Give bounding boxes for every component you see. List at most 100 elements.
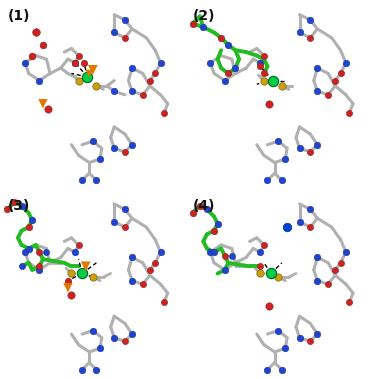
Point [347, 110, 352, 116]
Point [279, 177, 285, 183]
Point [233, 65, 239, 71]
Point [225, 70, 231, 77]
Point [93, 367, 99, 373]
Point [122, 149, 128, 155]
Point [343, 60, 349, 66]
Point [200, 24, 206, 30]
Point [158, 249, 164, 255]
Point [90, 274, 96, 280]
Point [204, 206, 210, 212]
Point [79, 177, 85, 183]
Point [282, 345, 288, 351]
Point [122, 206, 128, 212]
Point [19, 203, 24, 209]
Point [314, 142, 320, 148]
Point [222, 267, 228, 273]
Point [314, 277, 320, 283]
Point [111, 145, 117, 151]
Point [22, 60, 28, 66]
Point [147, 267, 153, 273]
Point [152, 70, 158, 77]
Point [43, 249, 49, 255]
Point [332, 78, 338, 84]
Point [275, 327, 281, 334]
Point [275, 138, 281, 144]
Point [211, 249, 217, 255]
Point [158, 60, 164, 66]
Text: (2): (2) [193, 9, 215, 23]
Point [129, 65, 135, 71]
Point [122, 338, 128, 344]
Point [90, 67, 96, 73]
Point [29, 53, 35, 59]
Point [296, 335, 302, 341]
Point [225, 42, 231, 48]
Text: (1): (1) [7, 9, 30, 23]
Point [314, 65, 320, 71]
Point [22, 249, 28, 255]
Point [211, 228, 217, 234]
Point [140, 92, 146, 98]
Point [266, 101, 272, 107]
Point [76, 53, 82, 59]
Point [265, 367, 270, 373]
Point [36, 263, 42, 269]
Point [29, 217, 35, 223]
Point [122, 35, 128, 41]
Point [296, 219, 302, 225]
Point [140, 281, 146, 287]
Point [85, 74, 91, 80]
Point [257, 60, 263, 66]
Point [338, 70, 344, 77]
Point [69, 292, 75, 298]
Point [261, 78, 267, 84]
Point [270, 78, 276, 84]
Point [79, 271, 85, 277]
Point [26, 246, 32, 252]
Text: (4): (4) [193, 199, 215, 213]
Point [279, 83, 285, 89]
Point [72, 249, 78, 255]
Point [207, 249, 213, 255]
Point [190, 210, 196, 216]
Point [83, 263, 89, 269]
Point [79, 367, 85, 373]
Point [122, 17, 128, 23]
Point [93, 83, 99, 89]
Point [76, 78, 82, 84]
Point [45, 106, 51, 112]
Point [338, 260, 344, 266]
Point [307, 224, 313, 230]
Point [284, 224, 290, 230]
Point [111, 88, 117, 94]
Point [218, 35, 224, 41]
Point [307, 149, 313, 155]
Point [325, 92, 331, 98]
Point [4, 206, 10, 212]
Point [111, 219, 117, 225]
Point [214, 221, 220, 227]
Point [129, 254, 135, 260]
Point [147, 78, 153, 84]
Point [36, 267, 42, 273]
Point [72, 60, 78, 66]
Point [122, 224, 128, 230]
Point [19, 263, 24, 269]
Point [129, 331, 135, 337]
Point [90, 138, 96, 144]
Point [86, 70, 92, 77]
Point [265, 177, 270, 183]
Point [161, 299, 167, 305]
Point [279, 367, 285, 373]
Point [81, 60, 87, 66]
Point [36, 78, 42, 84]
Point [325, 281, 331, 287]
Point [314, 254, 320, 260]
Point [93, 177, 99, 183]
Point [12, 199, 17, 205]
Point [347, 299, 352, 305]
Point [275, 274, 281, 280]
Point [111, 335, 117, 341]
Point [314, 331, 320, 337]
Point [261, 53, 267, 59]
